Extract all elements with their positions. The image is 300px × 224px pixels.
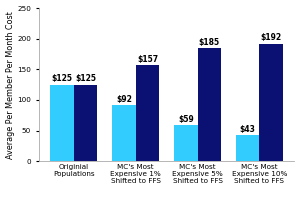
Bar bbox=[74, 85, 98, 161]
Bar bbox=[197, 48, 221, 161]
Bar bbox=[174, 125, 197, 161]
Text: $125: $125 bbox=[52, 74, 73, 84]
Bar bbox=[236, 135, 259, 161]
Text: $125: $125 bbox=[75, 74, 96, 84]
Text: $185: $185 bbox=[199, 38, 220, 47]
Text: $192: $192 bbox=[260, 33, 282, 42]
Bar bbox=[50, 85, 74, 161]
Text: $59: $59 bbox=[178, 115, 194, 124]
Text: $43: $43 bbox=[240, 125, 256, 134]
Y-axis label: Average Per Member Per Month Cost: Average Per Member Per Month Cost bbox=[6, 11, 15, 159]
Bar bbox=[112, 105, 136, 161]
Text: $157: $157 bbox=[137, 55, 158, 64]
Bar bbox=[259, 44, 283, 161]
Text: $92: $92 bbox=[116, 95, 132, 104]
Bar bbox=[136, 65, 159, 161]
